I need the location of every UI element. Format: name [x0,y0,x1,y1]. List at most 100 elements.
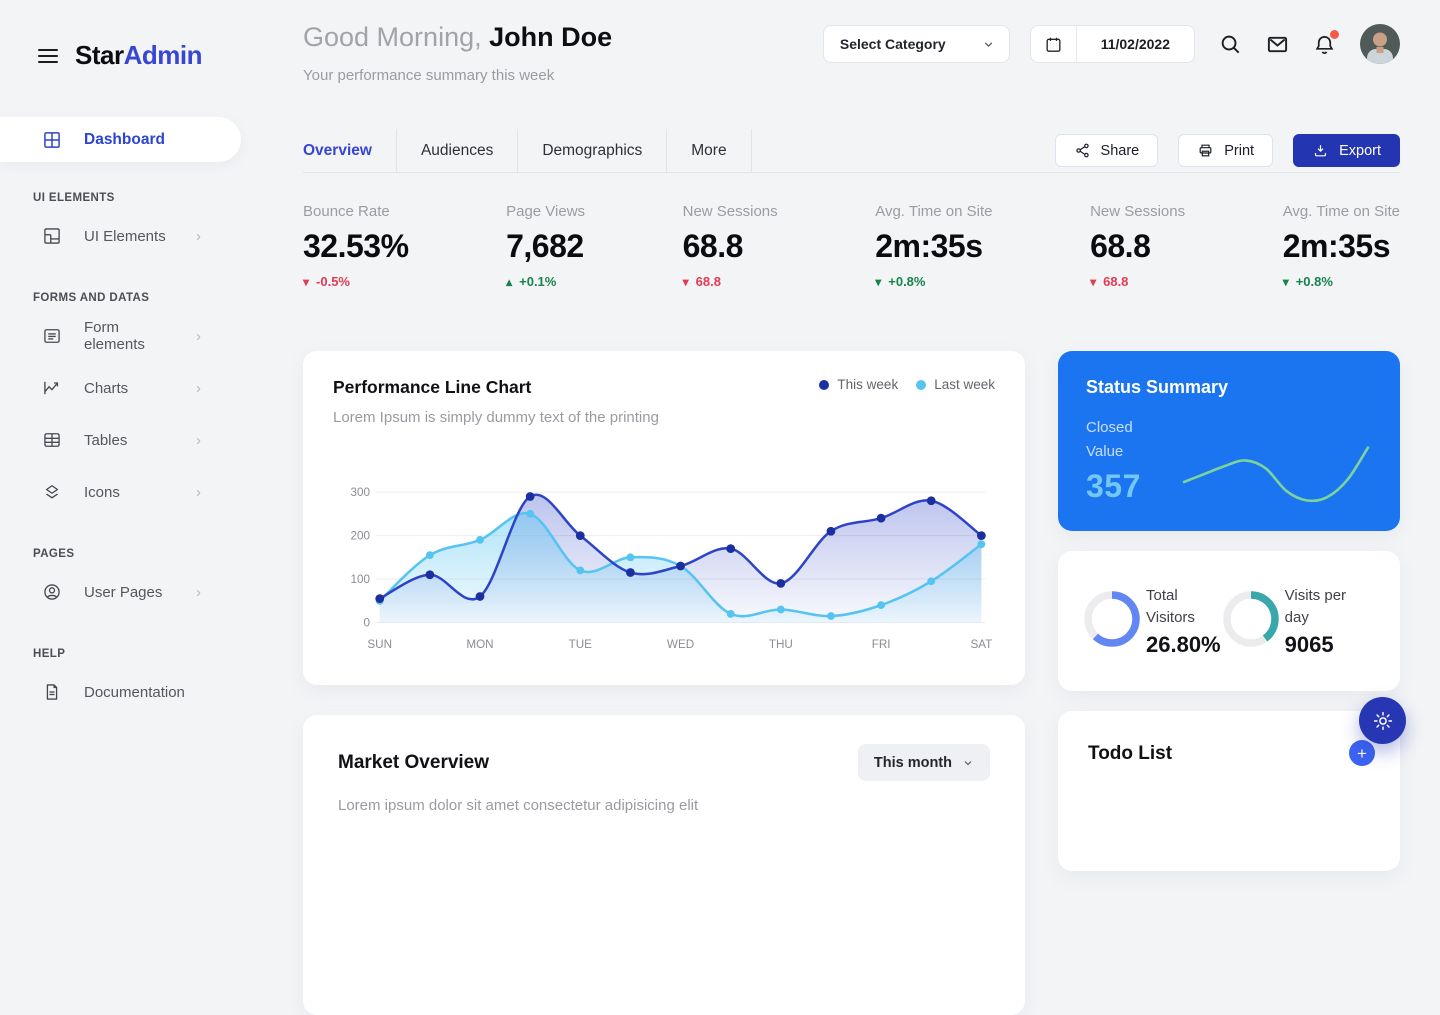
sidebar-item-label: Charts [84,379,129,397]
stat-value: 2m:35s [875,228,983,264]
header-controls: Select Category 11/02/2022 [822,24,1400,64]
stat-avg-time-2: Avg. Time on Site 2m:35s ▾ +0.8% [1283,203,1400,289]
chevron-down-icon [962,757,974,769]
export-button[interactable]: Export [1293,134,1400,167]
trend-arrow-icon: ▾ [1090,274,1097,289]
share-button[interactable]: Share [1054,134,1159,167]
sidebar-item-label: Documentation [84,683,185,701]
page-header: Good Morning, John Doe Your performance … [303,22,1400,84]
month-filter-value: This month [873,754,952,771]
notifications-button[interactable] [1313,29,1339,56]
settings-fab-button[interactable] [1359,697,1406,744]
total-visitors-donut-chart [1084,590,1140,652]
sidebar-item-documentation[interactable]: Documentation [0,666,241,718]
trend-arrow-icon: ▾ [1282,274,1289,289]
toolbar-actions: Share Print Export [1054,134,1400,167]
card-subtitle: Lorem Ipsum is simply dummy text of the … [333,409,659,426]
stat-change: ▴ +0.1% [506,274,557,289]
stat-label: Page Views [506,203,586,220]
notification-dot [1330,29,1339,39]
tables-icon [42,430,62,450]
sidebar-item-ui-elements[interactable]: UI Elements › [0,210,241,262]
stat-value: 32.53% [303,228,409,264]
user-name: John Doe [489,22,613,52]
date-picker[interactable]: 11/02/2022 [1029,25,1195,63]
date-value: 11/02/2022 [1100,36,1170,52]
legend-this-week: This week [819,377,898,392]
brand-logo[interactable]: StarAdmin [75,40,202,71]
sidebar-section-help: HELP [33,648,66,660]
form-elements-icon [42,326,62,346]
menu-toggle-button[interactable] [38,48,58,63]
svg-text:MON: MON [466,638,493,651]
stat-change: ▾ 68.8 [1090,274,1129,289]
dashboard-icon [42,130,62,150]
trend-arrow-icon: ▾ [682,274,689,289]
share-icon [1075,143,1089,158]
donut-label: Total Visitors [1146,586,1195,626]
stat-bounce-rate: Bounce Rate 32.53% ▾ -0.5% [303,203,409,289]
brand-logo-star: Star [75,40,124,70]
trend-arrow-icon: ▴ [506,274,513,289]
sidebar-section-ui-elements: UI ELEMENTS [33,192,115,204]
print-button[interactable]: Print [1178,134,1274,167]
sidebar-item-tables[interactable]: Tables › [0,414,241,466]
stat-label: Avg. Time on Site [875,203,993,220]
stat-value: 68.8 [1090,228,1151,264]
tab-more[interactable]: More [667,128,752,173]
card-subtitle: Lorem ipsum dolor sit amet consectetur a… [338,797,699,814]
card-title: Market Overview [338,751,490,773]
visits-per-day-group: Visits per day 9065 [1222,585,1366,658]
sidebar-item-form-elements[interactable]: Form elements › [0,310,241,362]
page-title: Good Morning, John Doe [303,22,612,53]
status-summary-card: Status Summary Closed Value 357 [1058,351,1400,531]
card-title: Status Summary [1086,377,1229,397]
sidebar-item-label: Tables [84,431,128,449]
stat-value: 68.8 [682,228,744,264]
main-content: Good Morning, John Doe Your performance … [241,0,1440,1015]
chevron-right-icon: › [196,379,201,397]
sidebar-item-label: Form elements [84,319,145,353]
tab-demographics[interactable]: Demographics [518,128,668,173]
tab-overview[interactable]: Overview [303,128,397,173]
stat-change: ▾ -0.5% [303,274,350,289]
tab-bar: Overview Audiences Demographics More Sha… [303,128,1400,173]
search-button[interactable] [1219,33,1242,56]
ui-elements-icon [42,226,62,246]
status-value: 357 [1086,468,1141,504]
sidebar-item-charts[interactable]: Charts › [0,362,241,414]
chevron-right-icon: › [196,483,201,501]
print-button-label: Print [1224,142,1255,159]
messages-button[interactable] [1266,33,1289,56]
stat-value: 7,682 [506,228,584,264]
status-labels: Closed Value [1086,419,1133,460]
sidebar-item-label: Icons [84,483,120,501]
performance-line-chart: 0 100 200 300 SUN MON TUE WED THU FRI SAT [333,480,995,658]
add-todo-button[interactable]: + [1349,740,1375,766]
stat-page-views: Page Views 7,682 ▴ +0.1% [506,203,585,289]
month-filter-dropdown[interactable]: This month [857,744,990,781]
stat-change: ▾ 68.8 [682,274,721,289]
brand-logo-admin: Admin [123,40,203,70]
category-select[interactable]: Select Category [822,25,1010,63]
visits-per-day-donut-chart [1222,590,1279,652]
status-sparkline-chart [1180,424,1372,521]
profile-avatar[interactable] [1360,24,1400,64]
performance-line-chart-card: Performance Line Chart Lorem Ipsum is si… [303,351,1025,685]
svg-text:0: 0 [363,616,370,629]
sidebar-item-icons[interactable]: Icons › [0,466,241,518]
stat-change: ▾ +0.8% [1282,274,1333,289]
donut-label: Visits per day [1284,586,1347,626]
svg-text:200: 200 [351,530,371,543]
stat-label: Bounce Rate [303,203,390,220]
user-pages-icon [42,582,62,602]
greeting-prefix: Good Morning, [303,22,482,52]
stat-new-sessions-2: New Sessions 68.8 ▾ 68.8 [1090,203,1185,289]
stat-value: 2m:35s [1282,228,1391,264]
sidebar-item-dashboard[interactable]: Dashboard [0,117,241,162]
donut-value: 26.80% [1146,631,1221,657]
export-button-label: Export [1339,142,1381,159]
sidebar-item-user-pages[interactable]: User Pages › [0,566,241,618]
sidebar-item-label: Dashboard [84,130,165,148]
tab-audiences[interactable]: Audiences [397,128,519,173]
